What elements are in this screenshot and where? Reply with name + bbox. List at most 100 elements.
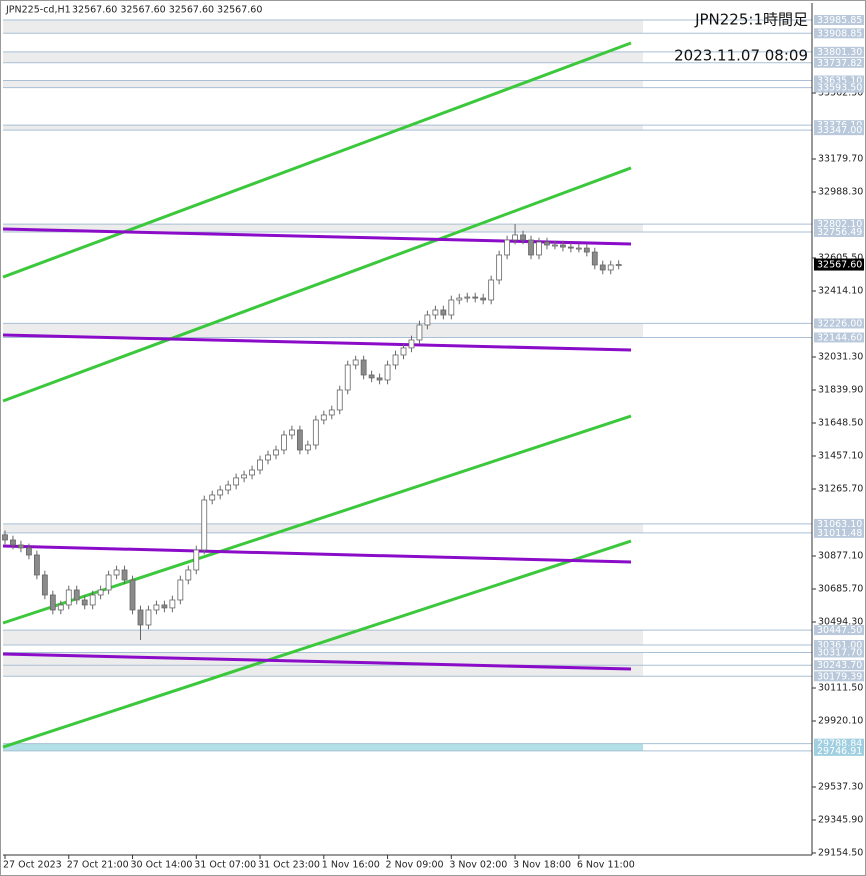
zone — [3, 743, 643, 751]
candle-body — [520, 234, 526, 241]
y-tick-label: 31457.10 — [818, 451, 863, 462]
candle-body — [583, 247, 590, 253]
y-tick-label: 32988.30 — [818, 187, 863, 198]
level-label: 30317.70 — [817, 647, 862, 658]
ohlc-info: 32567.60 32567.60 32567.60 32567.60 — [72, 5, 262, 16]
chart-title: JPN225-cd,H1 — [5, 5, 71, 16]
level-label-bg — [814, 219, 864, 230]
level-label-bg — [814, 671, 864, 682]
level-label-bg — [814, 28, 864, 39]
trend-line — [2, 539, 632, 749]
candle-body — [599, 264, 606, 271]
candle-body — [416, 324, 423, 341]
candle-body — [472, 296, 479, 299]
candle-body — [575, 247, 582, 250]
candle-body — [432, 309, 439, 316]
zone — [3, 51, 643, 63]
zone — [3, 523, 643, 533]
candle-body — [400, 347, 407, 356]
candle-body — [65, 589, 72, 606]
y-tick-label: 31265.70 — [818, 484, 863, 495]
candle-body — [328, 409, 335, 416]
candle-body — [296, 429, 303, 451]
level-label-bg — [814, 318, 864, 329]
candle-body — [217, 489, 224, 496]
candle-body — [10, 539, 16, 546]
candle-body — [177, 579, 184, 601]
candle-body — [289, 429, 295, 436]
candle-body — [18, 544, 24, 549]
candle-body — [456, 297, 463, 301]
level-label-bg — [814, 125, 864, 136]
x-tick-label: 6 Nov 11:00 — [577, 860, 635, 871]
zone — [3, 20, 643, 34]
candle-body — [145, 609, 152, 626]
candle-body — [504, 239, 511, 256]
candle-body — [528, 239, 534, 256]
candle-body — [113, 569, 120, 576]
zone — [3, 224, 643, 232]
level-label: 31063.10 — [817, 519, 862, 530]
current-price: 32567.60 — [817, 260, 862, 271]
level-label: 31011.48 — [817, 528, 862, 539]
zone — [3, 80, 643, 88]
candle-body — [41, 574, 48, 596]
level-label-bg — [814, 639, 864, 650]
candle-body — [552, 244, 558, 247]
level-label: 30447.50 — [817, 625, 862, 636]
candle-body — [26, 547, 32, 556]
candle-body — [89, 594, 96, 606]
y-tick-label: 30494.30 — [818, 617, 863, 628]
price-label-bg — [814, 258, 864, 271]
candle-body — [249, 469, 255, 476]
y-tick-label: 32414.10 — [818, 286, 863, 297]
candle-body — [49, 594, 56, 611]
level-label: 32802.10 — [817, 219, 862, 230]
level-label-bg — [814, 625, 864, 636]
candle-body — [273, 449, 279, 456]
candle-body — [336, 389, 343, 411]
level-label: 29746.91 — [817, 746, 862, 757]
candle-body — [201, 499, 208, 551]
candle-body — [81, 599, 88, 606]
candle-body — [161, 604, 168, 609]
level-label: 33908.85 — [817, 28, 862, 39]
trend-line — [2, 166, 632, 403]
candle-body — [169, 599, 176, 609]
candle-body — [512, 234, 518, 241]
y-tick-label: 31839.90 — [818, 385, 863, 396]
x-tick-label: 27 Oct 21:00 — [67, 860, 129, 871]
level-label-bg — [814, 57, 864, 68]
candle-body — [137, 609, 144, 626]
level-label: 29788.84 — [817, 739, 862, 750]
level-label-bg — [814, 518, 864, 529]
zone — [3, 323, 643, 338]
level-label: 33985.85 — [817, 15, 862, 26]
level-label: 30361.00 — [817, 640, 862, 651]
y-tick-label: 29345.90 — [818, 815, 863, 826]
candle-body — [121, 569, 128, 581]
y-tick-label: 31648.50 — [818, 418, 863, 429]
level-label-bg — [814, 15, 864, 26]
candle-body — [544, 241, 550, 246]
candle-body — [153, 604, 160, 611]
candle-body — [281, 434, 287, 451]
candle-body — [304, 444, 311, 451]
candle-body — [488, 279, 495, 301]
y-tick-label: 29920.10 — [818, 716, 863, 727]
level-label: 33737.82 — [817, 58, 862, 69]
candle-body — [408, 339, 415, 349]
candle-body — [265, 454, 271, 461]
x-tick-label: 31 Oct 07:00 — [194, 860, 256, 871]
x-tick-label: 2 Nov 09:00 — [386, 860, 444, 871]
candle-body — [440, 309, 447, 316]
level-label-bg — [814, 745, 864, 756]
candle-body — [73, 589, 80, 601]
y-tick-label: 29537.30 — [818, 782, 863, 793]
candle-body — [233, 477, 240, 486]
candle-body — [33, 554, 40, 576]
y-tick-label: 30877.10 — [818, 551, 863, 562]
level-label: 32226.00 — [817, 318, 862, 329]
candle-body — [376, 377, 383, 381]
